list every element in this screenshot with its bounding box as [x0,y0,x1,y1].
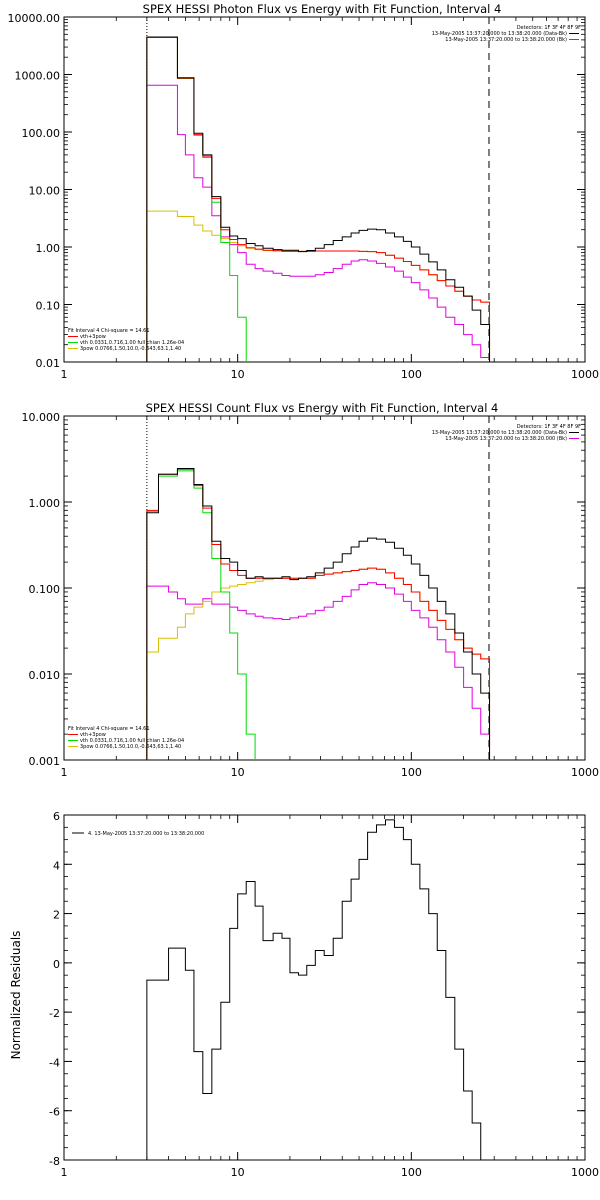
x-tick-label: 1 [61,1166,68,1179]
legend-entry: Fit Interval 4 Chi-square = 14.61 [68,328,150,334]
plot-frame [63,415,586,761]
y-tick-label: -4 [49,1056,60,1069]
y-tick-label: 0.01 [36,357,61,370]
series-3pow [146,567,491,760]
legend-entry: 3pow 0.0766,1.50,10.0,-0.643,63.1,1.40 [80,744,181,750]
plot-frame [63,814,586,1161]
y-tick-label: 10.00 [29,185,61,198]
photon-chart-title: SPEX HESSI Photon Flux vs Energy with Fi… [143,2,502,16]
count-flux-panel: SPEX HESSI Count Flux vs Energy with Fit… [22,401,600,779]
legend-entry: vth+3pow [80,732,106,738]
series-3pow [146,210,491,362]
x-tick-label: 1 [61,766,68,779]
y-tick-label: 0.010 [29,669,61,682]
legend-entry: 13-May-2005 13:37:20.000 to 13:38:20.000… [432,430,567,436]
x-tick-label: 1000 [571,766,599,779]
y-tick-label: 6 [53,810,60,823]
y-tick-label: 10.000 [22,411,61,424]
x-tick-label: 1000 [571,1166,599,1179]
y-tick-label: 0 [53,958,60,971]
legend-entry: vth 0.0331,0.716,1.00 full chian 1.26e-0… [80,738,184,744]
series-data [146,36,491,362]
x-tick-label: 10 [231,766,245,779]
count-chart-title: SPEX HESSI Count Flux vs Energy with Fit… [146,401,499,415]
series-vth [146,37,247,362]
series-data [146,468,491,760]
x-tick-label: 100 [401,766,422,779]
x-tick-label: 10 [231,368,245,381]
legend-entry: 3pow 0.0766,1.50,10.0,-0.643,63.1,1.40 [80,346,181,352]
y-tick-label: 0.001 [29,755,61,768]
legend-entry: Detectors: 1F 3F 4F 8F 9F [517,25,581,31]
series-data [146,819,482,1160]
x-tick-label: 100 [401,1166,422,1179]
y-tick-label: -6 [49,1106,60,1119]
legend-entry: vth 0.0331,0.716,1.00 full chian 1.26e-0… [80,340,184,346]
y-tick-label: -8 [49,1155,60,1168]
photon-flux-panel: SPEX HESSI Photon Flux vs Energy with Fi… [8,2,600,381]
residuals-panel: Normalized Residuals 1 10 100 1000 -8 -6 -4 -2 0… [9,810,599,1179]
series-vth-3pow [146,468,491,760]
y-tick-label: 0.100 [29,583,61,596]
plot-frame [63,16,586,363]
y-tick-label: 100.00 [22,127,61,140]
y-tick-label: 1.000 [29,497,61,510]
y-tick-label: 10000.00 [8,12,61,25]
series-bk [146,582,491,760]
x-tick-label: 10 [231,1166,245,1179]
legend-entry: 13-May-2005 13:37:20.000 to 13:38:20.000… [445,37,567,43]
y-tick-label: 4 [53,859,60,872]
residuals-y-axis-label: Normalized Residuals [9,931,23,1060]
legend-entry: 13-May-2005 13:37:20.000 to 13:38:20.000… [432,31,567,37]
x-tick-label: 100 [401,368,422,381]
legend-entry: 4. 13-May-2005 13:37:20.000 to 13:38:20.… [88,831,204,837]
y-tick-label: 1000.00 [15,70,61,83]
series-vth-3pow [146,36,491,362]
legend-entry: Detectors: 1F 3F 4F 8F 9F [517,424,581,430]
series-bk [146,84,491,362]
y-tick-label: -2 [49,1007,60,1020]
legend-entry: Fit Interval 4 Chi-square = 14.61 [68,726,150,732]
x-tick-label: 1 [61,368,68,381]
y-tick-label: 0.10 [36,300,61,313]
y-tick-label: 1.00 [36,242,61,255]
y-tick-label: 2 [53,909,60,922]
series-vth [146,470,256,760]
x-tick-label: 1000 [571,368,599,381]
legend-entry: vth+3pow [80,334,106,340]
legend-entry: 13-May-2005 13:37:20.000 to 13:38:20.000… [445,436,567,442]
